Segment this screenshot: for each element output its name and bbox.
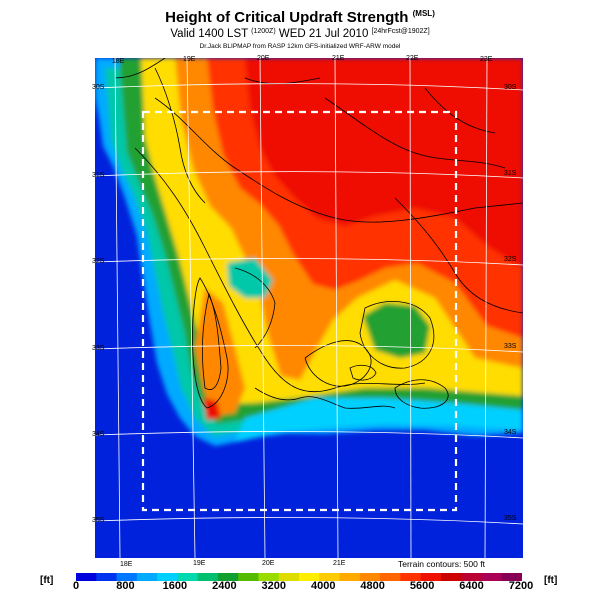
colorbar-swatch — [461, 573, 482, 581]
lon-label-top: 23E — [480, 56, 493, 63]
colorbar-unit-left: [ft] — [40, 575, 54, 586]
map-svg — [95, 58, 523, 558]
colorbar-label: 1600 — [162, 580, 188, 592]
lat-label-right: 34S — [504, 429, 517, 436]
lon-label-top: 21E — [332, 55, 345, 62]
colorbar-swatch — [319, 573, 341, 581]
colorbar-label: 4000 — [310, 580, 336, 592]
colorbar-label: 800 — [116, 580, 135, 592]
title-unit: (MSL) — [412, 9, 435, 18]
colorbar-swatch — [217, 573, 239, 581]
colorbar-label: 4800 — [360, 580, 385, 592]
colorbar-swatch — [177, 573, 199, 581]
colorbar-swatch — [400, 573, 422, 581]
lon-label-bottom: 19E — [193, 560, 206, 567]
colorbar-swatch — [116, 573, 138, 581]
updraft-field — [95, 58, 523, 446]
title-text: Height of Critical Updraft Strength — [165, 9, 409, 26]
western-green-blob — [227, 258, 273, 298]
lat-label-right: 30S — [504, 84, 517, 91]
colorbar-swatch — [299, 573, 320, 581]
colorbar-label: 3200 — [261, 580, 287, 592]
lat-label-right: 35S — [504, 515, 517, 522]
lat-label-right: 33S — [504, 343, 517, 350]
colorbar — [76, 573, 522, 581]
coastal-cyan-strip — [235, 398, 523, 442]
lon-label-bottom: 20E — [262, 560, 275, 567]
terrain-contour-note: Terrain contours: 500 ft — [398, 559, 485, 569]
valid-date: WED 21 Jul 2010 — [278, 28, 369, 40]
colorbar-swatch — [157, 573, 178, 581]
colorbar-swatch — [278, 573, 300, 581]
colorbar-swatch — [258, 573, 280, 581]
colorbar-swatch — [96, 573, 118, 581]
lat-label-left: 30S — [92, 84, 105, 91]
colorbar-unit-right: [ft] — [544, 575, 558, 586]
colorbar-label: 5600 — [409, 580, 435, 592]
colorbar-swatch — [136, 573, 158, 581]
colorbar-swatch — [76, 573, 97, 581]
valid-time-line: Valid 1400 LST (1200Z) WED 21 Jul 2010 [… — [0, 28, 600, 40]
lat-label-left: 32S — [92, 258, 105, 265]
colorbar-label: 6400 — [459, 580, 484, 592]
lat-label-left: 31S — [92, 172, 105, 179]
colorbar-swatch — [238, 573, 259, 581]
lon-label-top: 22E — [406, 55, 419, 62]
colorbar-label: 7200 — [508, 580, 534, 592]
colorbar-label: 2400 — [212, 580, 237, 592]
colorbar-swatch — [380, 573, 401, 581]
colorbar-swatch — [440, 573, 462, 581]
high-red-band — [245, 58, 523, 268]
lon-label-top: 20E — [257, 55, 270, 62]
valid-zone: (1200Z) — [251, 28, 276, 35]
terrain-contours — [114, 58, 523, 409]
lat-label-left: 33S — [92, 345, 105, 352]
colorbar-swatch — [501, 573, 522, 581]
colorbar-swatch — [359, 573, 381, 581]
southwest-red-patch — [203, 398, 221, 420]
forecast-region-box — [141, 110, 458, 512]
lat-label-left: 35S — [92, 517, 105, 524]
inland-green-blob — [363, 303, 430, 358]
forecast-map — [95, 58, 523, 558]
lat-label-right: 32S — [504, 256, 517, 263]
source-line: Dr.Jack BLIPMAP from RASP 12km GFS-initi… — [199, 43, 401, 50]
colorbar-label: 0 — [72, 580, 80, 592]
colorbar-swatch — [197, 573, 219, 581]
map-title: Height of Critical Updraft Strength (MSL… — [0, 9, 600, 26]
lon-label-top: 19E — [183, 56, 196, 63]
valid-time: Valid 1400 LST — [170, 28, 248, 40]
lat-label-left: 34S — [92, 431, 105, 438]
colorbar-swatch — [339, 573, 361, 581]
colorbar-swatch — [420, 573, 442, 581]
lon-label-bottom: 18E — [120, 561, 133, 568]
lon-label-top: 18E — [112, 58, 125, 65]
lat-label-right: 31S — [504, 170, 517, 177]
colorbar-swatch — [481, 573, 503, 581]
lat-lon-grid — [95, 58, 523, 558]
lon-label-bottom: 21E — [333, 560, 346, 567]
forecast-info: [24hrFcst@1902Z] — [371, 28, 430, 35]
